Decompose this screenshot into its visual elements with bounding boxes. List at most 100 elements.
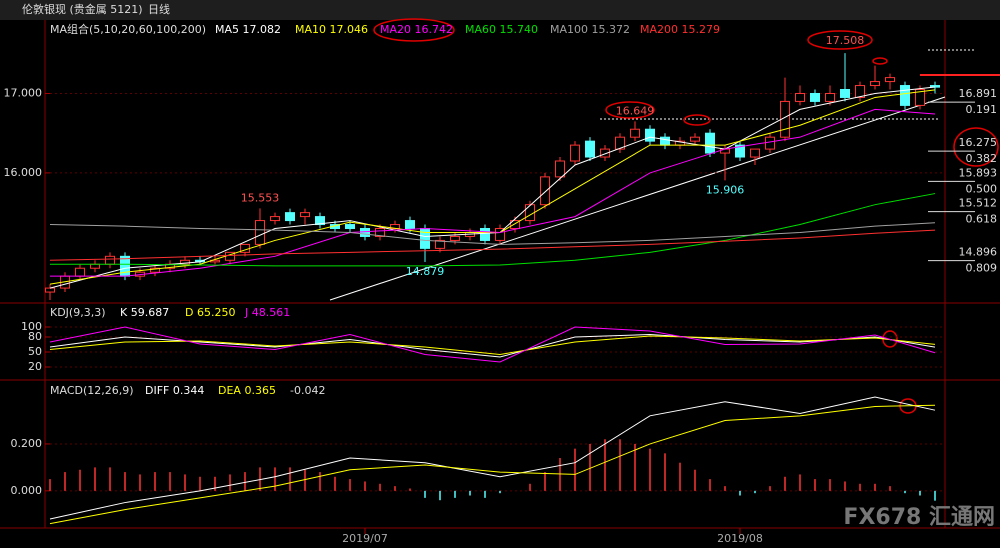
legend-value: 65.250 (197, 306, 236, 319)
candle-body (315, 216, 325, 226)
legend-name: DEA (218, 384, 241, 397)
candle-body (855, 85, 865, 98)
legend-value: 16.742 (415, 23, 454, 36)
candle-body (795, 92, 805, 102)
y-tick-label: 17.000 (4, 86, 43, 99)
candle-body (255, 220, 265, 245)
legend-name: MA60 (465, 23, 496, 36)
candle-body (750, 148, 760, 158)
candle-body (450, 235, 460, 241)
legend-entry: MA20 16.742 (380, 23, 453, 36)
legend-value: 17.046 (330, 23, 369, 36)
fib-price: 14.896 (959, 246, 998, 259)
legend-name: K (120, 306, 128, 319)
fib-ratio: 0.191 (966, 103, 998, 116)
legend-name: J (244, 306, 248, 319)
candle-body (570, 144, 580, 162)
candle-body (540, 176, 550, 206)
legend-entry: MA5 17.082 (215, 23, 281, 36)
legend-entry: J 48.561 (244, 306, 290, 319)
legend-value: 0.344 (173, 384, 205, 397)
extreme-label: 17.508 (826, 34, 865, 47)
candle-body (420, 228, 430, 249)
extreme-label: 16.649 (616, 104, 655, 117)
series-line (49, 222, 936, 245)
y-tick-label: 20 (28, 360, 42, 373)
candle-body (885, 77, 895, 83)
legend-entry: MA60 15.740 (465, 23, 538, 36)
candle-body (735, 144, 745, 158)
series-line (49, 404, 936, 525)
series-line (50, 193, 936, 267)
fib-price: 16.891 (959, 87, 998, 100)
y-tick-label: 0.000 (11, 484, 43, 497)
candle-body (285, 212, 295, 222)
legend-entry: D 65.250 (185, 306, 235, 319)
candle-body (405, 220, 415, 230)
candle-body (705, 132, 715, 154)
panel-title: MACD(12,26,9) (50, 384, 134, 397)
candle-body (825, 92, 835, 102)
instrument[interactable]: 伦敦银现 (贵金属 5121) (22, 2, 143, 16)
candle-body (360, 228, 370, 237)
fib-ratio: 0.618 (966, 213, 998, 226)
legend-entry: MA200 15.279 (640, 23, 720, 36)
candle-body (510, 220, 520, 230)
extreme-label: 15.553 (241, 191, 280, 204)
period[interactable]: 日线 (148, 2, 170, 16)
candle-body (615, 136, 625, 150)
legend-entry: DIFF 0.344 (145, 384, 204, 397)
candle-body (375, 228, 385, 237)
candle-body (690, 136, 700, 142)
legend-value: 15.372 (592, 23, 631, 36)
candle-body (270, 216, 280, 222)
candle-body (630, 128, 640, 138)
fib-ratio: 0.382 (966, 152, 998, 165)
legend-name: DIFF (145, 384, 169, 397)
legend-value: -0.042 (290, 384, 325, 397)
y-tick-label: 100 (21, 320, 42, 333)
candle-body (765, 136, 775, 150)
y-tick-label: 0.200 (11, 437, 43, 450)
legend-value: 15.740 (500, 23, 539, 36)
fib-price: 15.893 (959, 166, 998, 179)
fib-ratio: 0.500 (966, 182, 998, 195)
fib-ratio: 0.809 (966, 262, 998, 275)
panel-title: KDJ(9,3,3) (50, 306, 106, 319)
panel-title: MA组合(5,10,20,60,100,200) (50, 22, 206, 36)
candle-body (90, 263, 100, 269)
legend-name: MA200 (640, 23, 678, 36)
series-line (49, 333, 936, 358)
series-line (49, 335, 936, 356)
candle-body (300, 212, 310, 218)
series-line (49, 326, 936, 363)
legend-entry: MA100 15.372 (550, 23, 630, 36)
y-tick-label: 80 (28, 330, 42, 343)
extreme-label: 15.906 (706, 183, 745, 196)
x-tick-label: 2019/07 (342, 532, 388, 545)
x-tick-label: 2019/08 (717, 532, 763, 545)
legend-name: D (185, 306, 193, 319)
fib-price: 16.275 (959, 136, 998, 149)
legend-entry: K 59.687 (120, 306, 169, 319)
legend-value: 15.279 (682, 23, 721, 36)
candle-body (480, 228, 490, 241)
legend-entry: MA10 17.046 (295, 23, 368, 36)
candle-body (45, 287, 55, 293)
legend-name: MA20 (380, 23, 411, 36)
watermark: FX678 汇通网 (843, 505, 995, 530)
candle-body (345, 224, 355, 230)
legend-value: 17.082 (243, 23, 282, 36)
candle-body (600, 148, 610, 158)
legend-value: 48.561 (252, 306, 291, 319)
legend-name: MA10 (295, 23, 326, 36)
candle-body (900, 85, 910, 106)
series-line (49, 396, 936, 520)
candle-body (915, 89, 925, 106)
series-line (50, 108, 936, 277)
legend-entry: DEA 0.365 (218, 384, 276, 397)
candle-body (660, 136, 670, 146)
y-tick-label: 16.000 (4, 166, 43, 179)
